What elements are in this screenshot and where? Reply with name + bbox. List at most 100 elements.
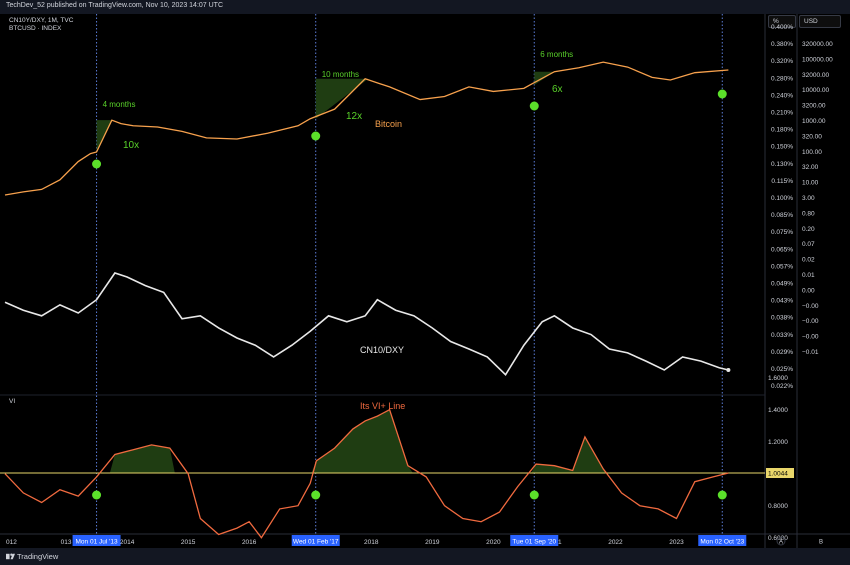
buy-marker-top-1 (311, 131, 321, 141)
vi-line (4, 408, 729, 539)
period-label-1: 10 months (322, 70, 359, 79)
percent-tick-15: 0.049% (771, 281, 793, 288)
percent-tick-8: 0.130% (771, 161, 793, 168)
x-tick-2: 2014 (120, 539, 135, 546)
vi-tick-0: 1.6000 (768, 375, 788, 382)
percent-tick-0: 0.400% (771, 24, 793, 31)
vi-fill-0 (109, 444, 175, 473)
vi-tick-4: 0.8000 (768, 503, 788, 510)
publish-bar: TechDev_52 published on TradingView.com,… (0, 0, 850, 14)
usd-tick-18: −0.00 (802, 318, 819, 325)
percent-tick-19: 0.029% (771, 349, 793, 356)
annotation-labels: 4 months 10 months 6 months 10x 12x 6x Bitcoin… (103, 50, 574, 411)
date-label-box-1 (291, 535, 340, 546)
usd-tick-10: 3.00 (802, 195, 815, 202)
usd-tick-13: 0.07 (802, 241, 815, 248)
x-tick-0: 012 (6, 539, 17, 546)
usd-tick-19: −0.00 (802, 334, 819, 341)
green-fills (96, 71, 609, 473)
percent-tick-12: 0.075% (771, 229, 793, 236)
percent-scale-button[interactable]: % (768, 15, 796, 28)
x-tick-6: 2018 (364, 539, 379, 546)
x-tick-8: 2020 (486, 539, 501, 546)
vi-tick-1: 1.4000 (768, 407, 788, 414)
series-lines (4, 61, 731, 539)
percent-tick-20: 0.025% (771, 366, 793, 373)
bitcoin-fill-1 (315, 78, 369, 119)
bitcoin-line (4, 61, 729, 196)
auto-button-ring (776, 536, 786, 546)
usd-scale-button[interactable]: USD (799, 15, 841, 28)
percent-tick-11: 0.085% (771, 212, 793, 219)
percent-tick-16: 0.043% (771, 298, 793, 305)
percent-tick-17: 0.038% (771, 315, 793, 322)
vi-fill-1 (311, 409, 413, 473)
percent-tick-1: 0.380% (771, 41, 793, 48)
percent-tick-3: 0.280% (771, 75, 793, 82)
bitcoin-fill-2 (534, 71, 555, 85)
vi-current-value-box (766, 468, 794, 478)
usd-tick-0: 320000.00 (802, 41, 833, 48)
date-label-box-3 (698, 535, 747, 546)
buy-marker-vi-1 (311, 490, 321, 500)
footer-bar: TradingView (0, 548, 850, 565)
vi-current-value-label: 1.0044 (768, 471, 788, 478)
buy-marker-vi-0 (92, 490, 102, 500)
cn10-dxy-line (4, 272, 729, 376)
cn10-last-point (726, 368, 731, 372)
vi-pane-label: VI (9, 398, 16, 405)
usd-tick-1: 100000.00 (802, 56, 833, 63)
percent-tick-18: 0.033% (771, 332, 793, 339)
usd-tick-2: 32000.00 (802, 72, 829, 79)
vi-line-label: Its VI+ Line (360, 401, 405, 411)
usd-tick-5: 1000.00 (802, 118, 826, 125)
usd-tick-4: 3200.00 (802, 103, 826, 110)
usd-tick-20: −0.01 (802, 349, 819, 356)
vertical-markers (96, 14, 723, 534)
percent-tick-2: 0.320% (771, 58, 793, 65)
auto-scale-button: A (779, 540, 783, 546)
time-axis: 0120132014201520162017201820192020202120… (6, 535, 823, 546)
buy-marker-top-2 (529, 101, 539, 111)
x-tick-7: 2019 (425, 539, 440, 546)
vi-tick-5: 0.6000 (768, 535, 788, 542)
usd-tick-17: −0.00 (802, 303, 819, 310)
footer-brand: TradingView (17, 552, 59, 561)
x-tick-10: 2022 (608, 539, 623, 546)
period-label-2: 6 months (540, 50, 573, 59)
vi-tick-2: 1.2000 (768, 439, 788, 446)
publish-text: TechDev_52 published on TradingView.com,… (6, 2, 224, 9)
usd-tick-3: 10000.00 (802, 87, 829, 94)
date-label-3: Mon 02 Oct '23 (700, 539, 744, 546)
x-tick-3: 2015 (181, 539, 196, 546)
usd-tick-9: 10.00 (802, 180, 819, 187)
percent-tick-6: 0.180% (771, 127, 793, 134)
buy-marker-top-0 (92, 159, 102, 169)
usd-tick-8: 32.00 (802, 164, 819, 171)
usd-tick-16: 0.00 (802, 287, 815, 294)
percent-tick-14: 0.057% (771, 263, 793, 270)
usd-tick-15: 0.01 (802, 272, 815, 279)
chart-frame[interactable]: CN10Y/DXY, 1M, TVC BTCUSD · INDEX VI (0, 14, 850, 550)
usd-tick-11: 0.80 (802, 210, 815, 217)
date-label-2: Tue 01 Sep '20 (512, 539, 556, 546)
date-label-box-0 (72, 535, 121, 546)
buy-marker-top-3 (717, 89, 727, 99)
date-label-box-2 (510, 535, 559, 546)
tradingview-logo-icon (6, 553, 15, 560)
percent-tick-9: 0.115% (771, 178, 793, 185)
percent-tick-4: 0.240% (771, 92, 793, 99)
symbol-overlay: BTCUSD · INDEX (9, 25, 62, 32)
multiple-label-0: 10x (123, 140, 139, 151)
cn10-dxy-label: CN10/DXY (360, 345, 404, 355)
green-markers (92, 89, 727, 500)
percent-tick-5: 0.210% (771, 110, 793, 117)
vi-fill-2 (531, 436, 609, 473)
x-tick-4: 2016 (242, 539, 257, 546)
x-tick-1: 013 (61, 539, 72, 546)
usd-tick-6: 320.00 (802, 133, 822, 140)
usd-tick-14: 0.02 (802, 257, 815, 264)
axis-labels: 0.400% 0.380% 0.320% 0.280% 0.240% 0.210% 0.18… (766, 24, 833, 542)
usd-tick-7: 100.00 (802, 149, 822, 156)
